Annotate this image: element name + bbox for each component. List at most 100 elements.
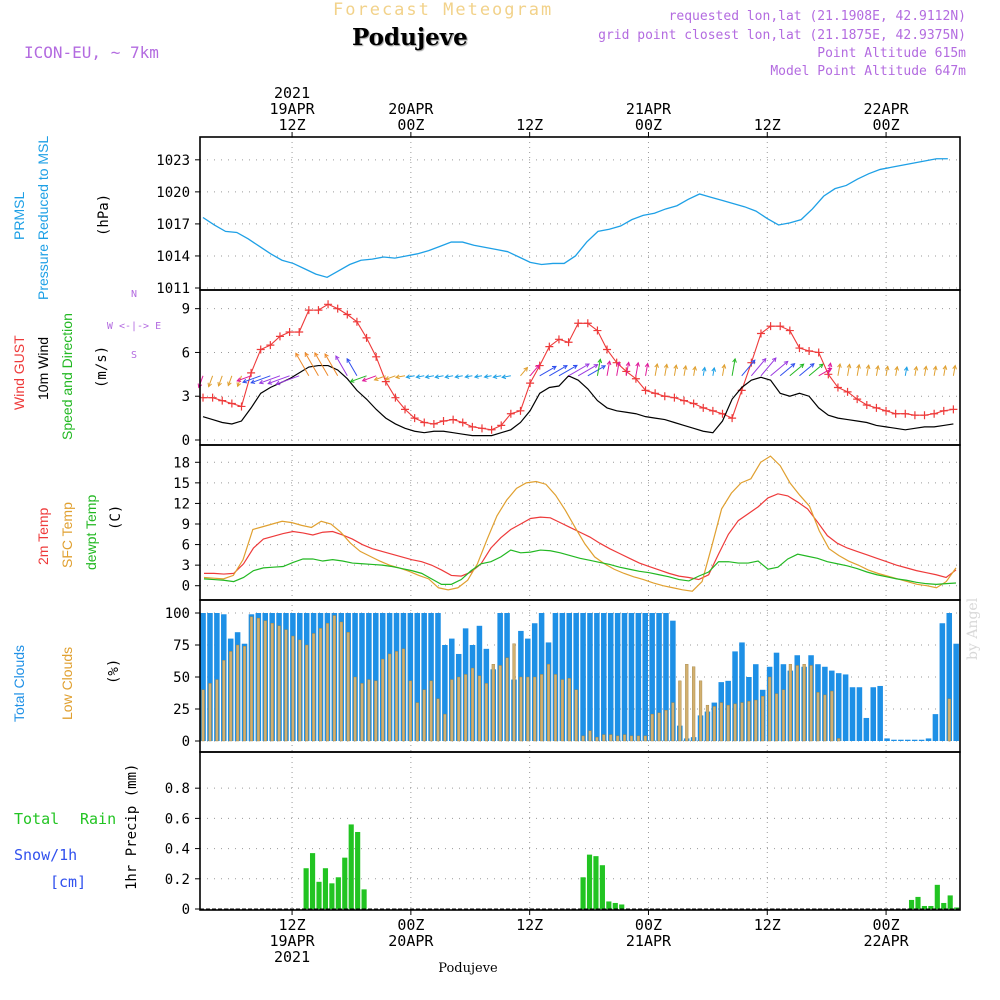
gust-marker xyxy=(728,414,737,423)
gust-marker xyxy=(256,345,265,354)
wind10m-line xyxy=(202,364,954,437)
total-cloud-bar xyxy=(621,613,628,741)
gust-marker xyxy=(660,392,669,401)
low-cloud-bar xyxy=(560,679,564,742)
precip-ytick-label: 0.8 xyxy=(165,781,190,797)
gust-marker xyxy=(275,332,284,341)
gust-label: Wind GUST xyxy=(11,335,27,410)
wind-arrow xyxy=(673,365,677,376)
gust-marker xyxy=(574,319,583,328)
pressure-ytick-label: 1023 xyxy=(156,153,190,169)
gust-marker xyxy=(795,344,804,353)
wind-arrow xyxy=(731,358,736,376)
wind-arrow-head xyxy=(275,380,281,386)
gust-marker xyxy=(641,386,650,395)
gust-marker xyxy=(468,422,477,431)
low-cloud-bar xyxy=(270,623,274,742)
total-cloud-bar xyxy=(911,739,918,741)
low-cloud-bar xyxy=(374,680,378,742)
sfc-temp-line xyxy=(203,455,957,592)
gust-marker xyxy=(487,425,496,434)
gust-marker xyxy=(910,411,919,420)
wind-arrow xyxy=(474,375,483,378)
wind-arrow-head xyxy=(635,361,640,367)
low-cloud-bar xyxy=(546,664,551,742)
wind-arrow-head xyxy=(913,365,919,371)
gust-marker xyxy=(410,414,419,423)
low-cloud-bar xyxy=(768,676,772,742)
wind-arrow xyxy=(693,366,696,376)
gust-marker xyxy=(285,328,294,337)
wind-arrow-head xyxy=(701,366,707,372)
low-cloud-bar xyxy=(678,680,682,742)
temperature-ytick-label: 0 xyxy=(182,579,190,595)
temperature-panel-frame xyxy=(199,444,961,601)
wind-arrow-head xyxy=(818,363,824,369)
point-altitude: Point Altitude 615m xyxy=(817,46,966,61)
wind-arrow-head xyxy=(771,357,777,363)
wind-arrow-head xyxy=(295,352,300,358)
pressure-panel-frame xyxy=(199,136,961,291)
precip-ytick-label: 0.2 xyxy=(165,872,190,888)
wind-arrow-head xyxy=(884,365,890,371)
gust-marker xyxy=(699,403,708,412)
wind-unit: (m/s) xyxy=(94,346,110,388)
wind-arrow xyxy=(952,365,956,376)
wind-arrow xyxy=(346,358,358,377)
low-cloud-bar xyxy=(671,702,675,742)
rain-bar xyxy=(309,853,316,909)
clouds-ytick-label: 75 xyxy=(173,638,190,654)
rain-bar xyxy=(586,854,593,909)
clouds-ytick-label: 100 xyxy=(165,606,190,622)
low-cloud-bar xyxy=(291,635,295,742)
gust-marker xyxy=(901,409,910,418)
t2m-label: 2m Temp xyxy=(35,507,51,565)
low-cloud-bar xyxy=(394,651,399,742)
wind-arrow xyxy=(558,364,578,377)
gust-marker xyxy=(218,396,227,405)
low-cloud-bar xyxy=(305,644,309,742)
total-cloud-bar xyxy=(614,613,621,741)
gust-marker xyxy=(526,379,535,388)
wind-arrow-head xyxy=(242,378,248,384)
wind-arrow-head xyxy=(894,365,900,371)
total-cloud-bar xyxy=(905,739,911,741)
wind-arrow-head xyxy=(444,374,450,379)
wind-arrow-head xyxy=(394,374,400,380)
low-cloud-bar xyxy=(242,646,247,742)
gust-marker xyxy=(939,406,948,415)
wind-arrow-head xyxy=(523,366,529,372)
gust-marker xyxy=(420,418,429,427)
wind-arrow xyxy=(374,375,386,381)
total-cloud-bar xyxy=(835,673,842,741)
wind-arrow xyxy=(827,363,832,376)
wind-arrow-head xyxy=(267,380,273,385)
gust-marker xyxy=(833,383,842,392)
total-cloud-bar xyxy=(663,613,669,741)
gust-marker xyxy=(247,368,256,377)
low-cloud-bar xyxy=(622,734,627,742)
wind-arrow xyxy=(237,375,252,382)
total-cloud-bar xyxy=(925,738,932,741)
low-cloud-bar xyxy=(353,676,357,742)
wind-direction-label: Speed and Direction xyxy=(59,313,75,440)
gust-marker xyxy=(516,406,525,415)
wind-arrow-head xyxy=(601,365,607,370)
top-time-label: 19APR xyxy=(269,100,315,118)
model-label: ICON-EU, ~ 7km xyxy=(24,43,159,62)
total-cloud-bar xyxy=(670,620,676,741)
wind-arrow xyxy=(875,365,879,376)
wind-arrow-head xyxy=(711,366,717,372)
wind-arrow xyxy=(314,352,329,377)
low-cloud-bar xyxy=(408,680,412,742)
rain-bar xyxy=(348,824,354,909)
gust-marker xyxy=(689,399,698,408)
rain-bar xyxy=(606,901,612,909)
low-cloud-bar xyxy=(208,683,212,742)
low-cloud-bar xyxy=(519,676,523,742)
low-cloud-bar xyxy=(256,617,260,742)
low-cloud-bar xyxy=(726,704,730,742)
low-cloud-bar xyxy=(692,666,696,742)
wind-arrow-head xyxy=(663,363,669,369)
